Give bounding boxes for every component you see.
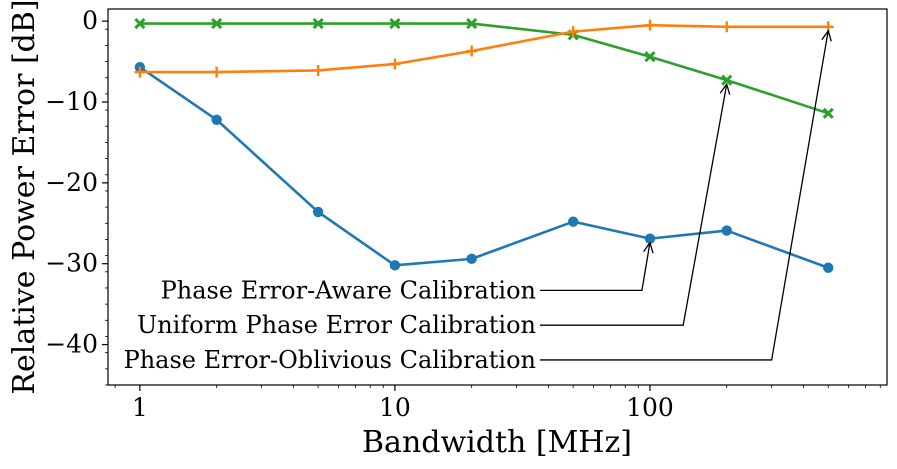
data-point	[211, 66, 223, 78]
plot-frame	[107, 8, 888, 386]
y-axis-label: Relative Power Error [dB]	[7, 0, 42, 395]
data-point	[567, 216, 579, 227]
annotation-arrow	[540, 30, 829, 361]
series-line	[139, 22, 829, 115]
data-point	[823, 262, 834, 273]
data-point	[721, 21, 733, 33]
y-tick-label: −40	[45, 330, 98, 359]
annotation-label: Uniform Phase Error Calibration	[137, 311, 536, 339]
data-point	[822, 107, 834, 119]
data-point	[721, 225, 732, 236]
data-point	[134, 66, 146, 78]
data-point	[211, 114, 222, 125]
annotation: Phase Error-Oblivious Calibration	[124, 29, 832, 374]
annotation-arrow	[540, 242, 651, 292]
annotation-arrowhead	[821, 29, 832, 42]
series-layer	[134, 17, 834, 273]
annotation-arrowhead	[719, 82, 731, 95]
annotation-layer: Phase Error-Aware Calibration Uniform Pha…	[124, 29, 832, 374]
x-tick-label: 10	[379, 393, 411, 422]
axis-ticks: 0 −10 −20 −30 −40 1 10 100	[45, 6, 881, 422]
series-phase-error-oblivious-calibration	[134, 19, 834, 78]
x-axis-label: Bandwidth [MHz]	[362, 425, 632, 460]
y-tick-label: 0	[82, 6, 98, 35]
series-phase-error-aware-calibration	[134, 62, 834, 273]
data-point	[466, 253, 477, 265]
data-point	[644, 51, 656, 63]
data-point	[211, 17, 223, 30]
series-line	[139, 23, 829, 74]
data-point	[312, 206, 324, 218]
data-point	[134, 17, 146, 30]
series-uniform-phase-error-calibration	[134, 17, 834, 119]
x-tick-label: 100	[626, 393, 674, 422]
data-point	[389, 260, 401, 271]
data-point	[389, 58, 401, 70]
annotation-label: Phase Error-Aware Calibration	[161, 276, 536, 304]
data-point	[312, 64, 324, 76]
data-point	[466, 45, 478, 57]
y-tick-label: −30	[45, 249, 98, 278]
data-point	[644, 19, 656, 31]
data-point	[644, 233, 656, 244]
annotation-arrow	[540, 84, 728, 326]
y-tick-label: −10	[45, 87, 98, 116]
data-point	[312, 17, 324, 30]
y-tick-label: −20	[45, 168, 98, 197]
annotation-arrowhead	[643, 241, 654, 254]
data-point	[721, 74, 733, 86]
data-point	[389, 17, 401, 30]
x-tick-label: 1	[132, 393, 148, 422]
data-point	[466, 17, 478, 30]
annotation-label: Phase Error-Oblivious Calibration	[124, 346, 536, 374]
annotation: Uniform Phase Error Calibration	[137, 82, 731, 339]
annotation: Phase Error-Aware Calibration	[161, 241, 654, 304]
data-point	[567, 26, 579, 38]
